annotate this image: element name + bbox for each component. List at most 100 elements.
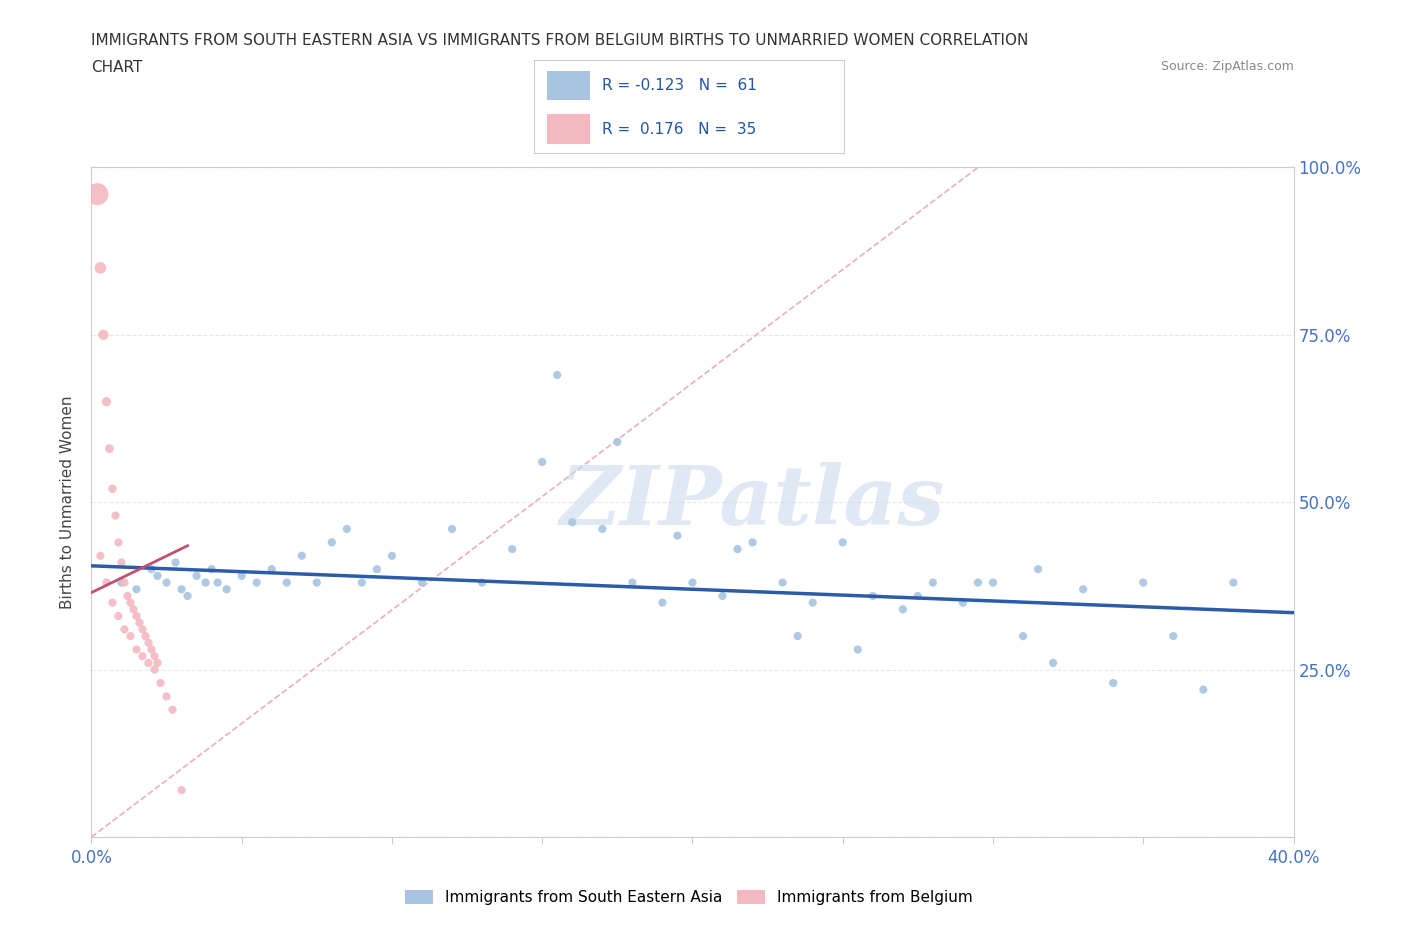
Point [101, 595, 124, 610]
Point [1042, 656, 1064, 671]
Point [86, 187, 108, 202]
Point [186, 568, 208, 583]
Point [666, 528, 689, 543]
Point [89, 260, 111, 275]
Point [155, 575, 177, 590]
Point [149, 675, 172, 690]
Point [138, 656, 160, 671]
Point [141, 562, 163, 577]
Point [546, 367, 568, 382]
Point [122, 602, 145, 617]
Point [1102, 675, 1125, 690]
Point [260, 562, 283, 577]
Point [711, 589, 734, 604]
Point [1192, 683, 1215, 698]
Point [96, 575, 118, 590]
Point [165, 555, 187, 570]
Point [501, 541, 523, 556]
Point [1026, 562, 1049, 577]
Point [117, 589, 139, 604]
Legend: Immigrants from South Eastern Asia, Immigrants from Belgium: Immigrants from South Eastern Asia, Immi… [398, 883, 980, 913]
Point [143, 662, 166, 677]
Point [146, 568, 169, 583]
Text: Source: ZipAtlas.com: Source: ZipAtlas.com [1160, 60, 1294, 73]
Point [591, 522, 613, 537]
Point [741, 535, 763, 550]
Point [96, 394, 118, 409]
Point [846, 642, 869, 657]
Point [110, 575, 132, 590]
Point [107, 535, 129, 550]
Point [131, 622, 153, 637]
Point [952, 595, 974, 610]
Point [801, 595, 824, 610]
Point [651, 595, 673, 610]
Point [981, 575, 1004, 590]
Point [276, 575, 298, 590]
Point [125, 582, 148, 597]
Point [162, 702, 184, 717]
Point [862, 589, 884, 604]
Point [138, 635, 160, 650]
Point [134, 629, 156, 644]
Point [606, 434, 628, 449]
Point [125, 642, 148, 657]
Point [104, 508, 127, 523]
Point [128, 616, 150, 631]
Point [201, 562, 224, 577]
Point [1161, 629, 1184, 644]
Point [170, 783, 193, 798]
Point [321, 535, 343, 550]
Text: R =  0.176   N =  35: R = 0.176 N = 35 [602, 122, 756, 137]
Point [207, 575, 229, 590]
Text: CHART: CHART [91, 60, 143, 75]
Point [143, 649, 166, 664]
Point [98, 441, 121, 456]
Point [471, 575, 494, 590]
Point [561, 515, 583, 530]
Point [141, 642, 163, 657]
Point [120, 595, 142, 610]
Point [246, 575, 269, 590]
Point [93, 327, 115, 342]
Point [1222, 575, 1244, 590]
Point [305, 575, 328, 590]
Text: IMMIGRANTS FROM SOUTH EASTERN ASIA VS IMMIGRANTS FROM BELGIUM BIRTHS TO UNMARRIE: IMMIGRANTS FROM SOUTH EASTERN ASIA VS IM… [91, 33, 1029, 47]
Point [1012, 629, 1035, 644]
FancyBboxPatch shape [547, 71, 591, 100]
Point [531, 455, 554, 470]
Point [772, 575, 794, 590]
Point [411, 575, 433, 590]
Point [114, 575, 136, 590]
Point [907, 589, 929, 604]
Point [215, 582, 238, 597]
Point [831, 535, 853, 550]
FancyBboxPatch shape [547, 114, 591, 144]
Point [366, 562, 388, 577]
Point [155, 689, 177, 704]
Text: R = -0.123   N =  61: R = -0.123 N = 61 [602, 78, 758, 93]
Point [440, 522, 463, 537]
Point [194, 575, 217, 590]
Point [146, 656, 169, 671]
Point [1071, 582, 1094, 597]
Point [291, 549, 314, 564]
Point [336, 522, 359, 537]
Point [89, 549, 111, 564]
Point [681, 575, 703, 590]
Point [110, 555, 132, 570]
Point [170, 582, 193, 597]
Point [131, 649, 153, 664]
Point [891, 602, 914, 617]
Point [107, 608, 129, 623]
Point [967, 575, 990, 590]
Point [231, 568, 253, 583]
Point [120, 629, 142, 644]
Point [125, 608, 148, 623]
Point [114, 622, 136, 637]
Point [786, 629, 808, 644]
Point [350, 575, 373, 590]
Point [922, 575, 945, 590]
Text: ZIPatlas: ZIPatlas [560, 462, 945, 542]
Point [727, 541, 749, 556]
